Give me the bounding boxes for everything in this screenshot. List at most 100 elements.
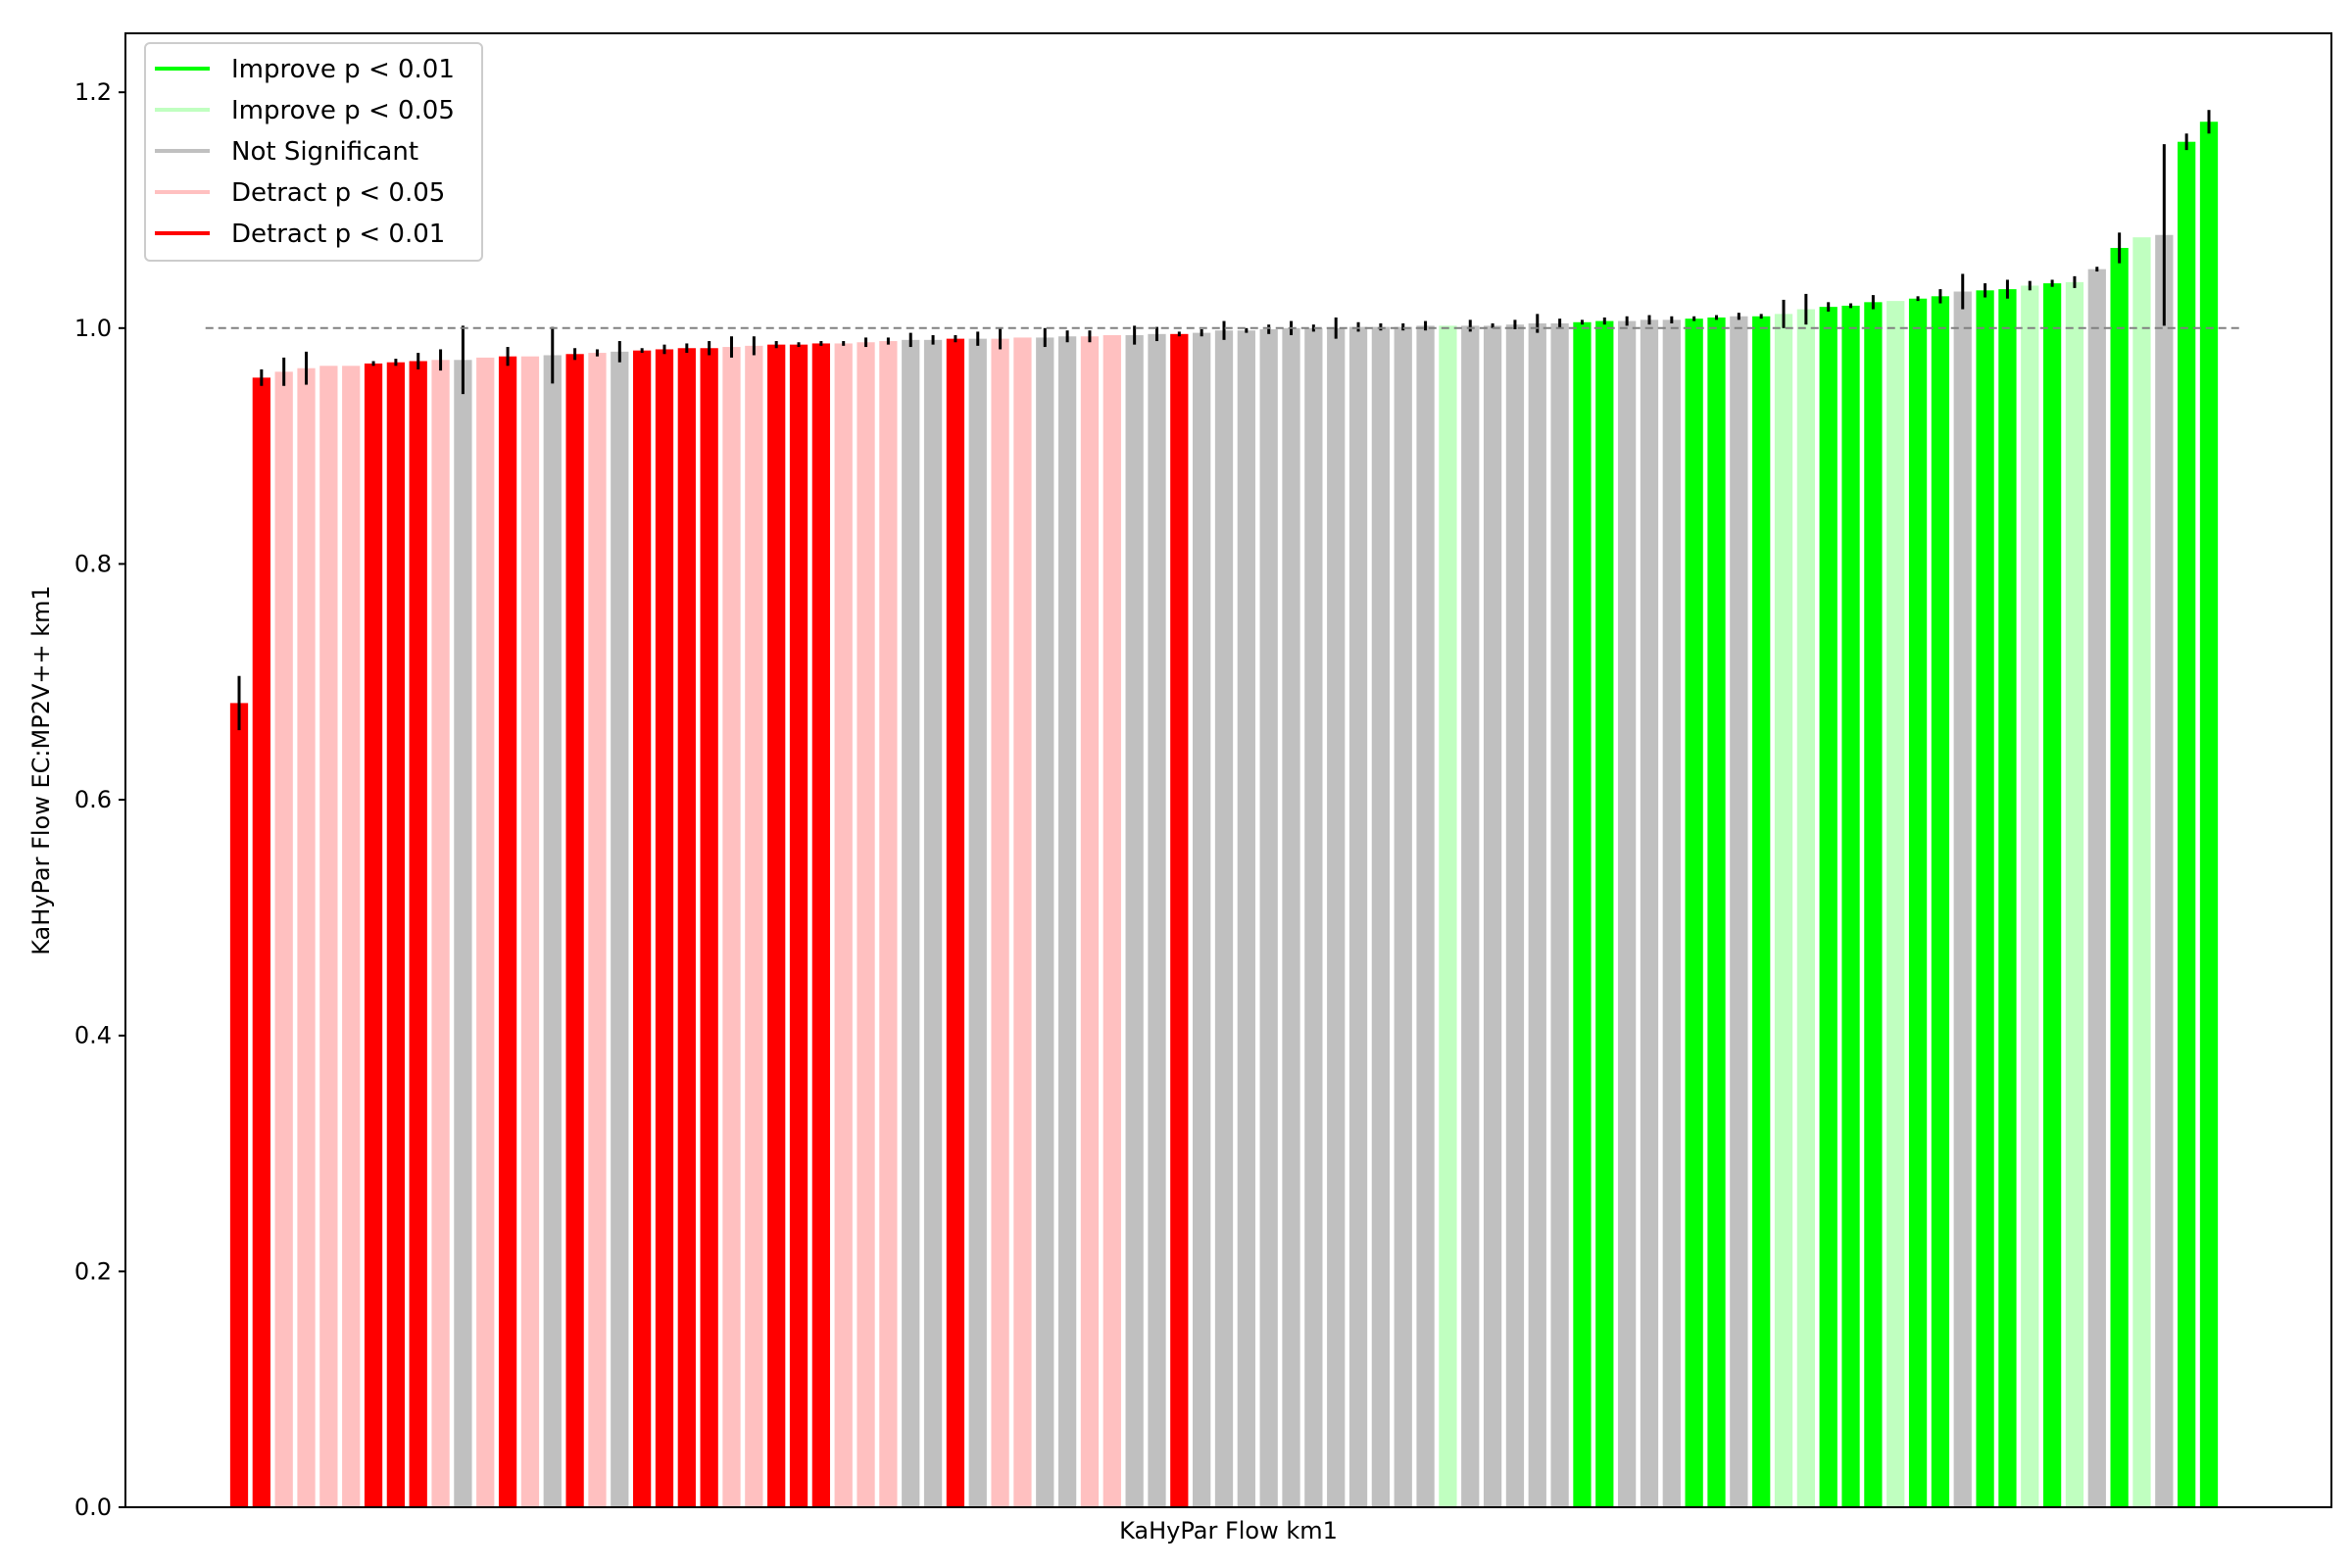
bar [677,348,696,1507]
bar [1013,337,1032,1508]
bar [767,344,786,1507]
bar [1841,305,1860,1508]
bar [1259,329,1278,1507]
bar [1864,302,1883,1508]
bar [543,355,562,1508]
bar [297,368,316,1508]
bar [655,349,674,1508]
legend-box [144,42,483,262]
legend: Improve p < 0.01 Improve p < 0.05 Not Sign… [144,42,483,262]
bar [454,360,472,1507]
bar [1148,333,1166,1507]
bar [2065,281,2084,1507]
bar [1662,319,1681,1507]
bar [1774,314,1793,1507]
bar [1439,325,1457,1507]
bar [2042,283,2062,1508]
bar [498,356,517,1508]
bar [857,342,875,1507]
bar [364,363,383,1507]
bar [1976,290,1994,1507]
y-axis-title: KaHyPar Flow EC:MP2V++ km1 [27,585,55,956]
bar [2110,247,2129,1508]
bar [1102,335,1121,1507]
bar [565,354,584,1507]
bar [252,377,270,1508]
bar [1886,301,1905,1507]
bar [1595,320,1614,1508]
bar [1170,333,1189,1507]
bar [1550,322,1569,1507]
bar [1528,322,1546,1507]
bar [2132,237,2151,1507]
bar [229,703,249,1507]
bar [588,353,607,1507]
bar [834,343,853,1508]
plot-frame [124,32,2332,1508]
bar [1348,326,1368,1508]
bar [902,339,920,1508]
y-tick-label: 0.8 [74,550,112,577]
bar [1193,332,1211,1507]
bar [2199,122,2219,1508]
bar [409,361,427,1507]
legend-label: Improve p < 0.05 [231,96,455,125]
bar [633,350,652,1507]
bar [319,366,338,1507]
bar [879,341,898,1507]
bar [1796,309,1815,1507]
bar [1931,296,1950,1507]
legend-label: Detract p < 0.05 [231,178,445,208]
y-tick-label: 0.6 [74,786,112,813]
bar [1057,336,1077,1508]
bars-layer [229,122,2219,1508]
legend-label: Detract p < 0.01 [231,220,445,249]
bar [700,348,718,1507]
y-tick-label: 1.0 [74,315,112,342]
y-tick-label: 0.0 [74,1494,112,1521]
bar [946,338,965,1507]
bar [1640,319,1659,1507]
bar [1618,320,1637,1508]
bar [1080,336,1100,1508]
bar [274,371,293,1507]
bar [722,347,741,1507]
bar [1394,326,1412,1508]
legend-label: Not Significant [231,137,418,167]
bar [968,338,987,1507]
y-tick-label: 1.2 [74,78,112,106]
bar [431,360,450,1507]
bar [1416,325,1435,1507]
bar [2178,141,2196,1508]
bar [611,351,629,1507]
y-axis: 0.0 0.2 0.4 0.6 0.8 1.0 1.2 [74,78,125,1521]
bar [2155,234,2174,1507]
bar [476,357,495,1507]
bar [1371,326,1391,1508]
bar [386,362,406,1508]
bar [1573,321,1592,1507]
bar [1483,325,1502,1507]
bar [1908,298,1928,1508]
bar [2087,269,2106,1507]
y-tick-label: 0.2 [74,1257,112,1285]
legend-label: Improve p < 0.01 [231,55,455,84]
bar [1461,325,1480,1507]
bar [1214,330,1234,1508]
bar [1327,327,1346,1507]
bar [1730,316,1748,1507]
bar [811,343,830,1508]
bar [1707,317,1726,1508]
bar [1304,327,1323,1507]
bar [1282,327,1300,1507]
bar [2021,285,2039,1508]
bar [1998,289,2017,1508]
bar [520,356,540,1508]
bar [1752,316,1771,1507]
bar [1237,330,1255,1508]
bar [991,338,1009,1507]
y-tick-label: 0.4 [74,1022,112,1050]
bar [1953,291,1972,1507]
error-bars-layer [237,110,2211,731]
